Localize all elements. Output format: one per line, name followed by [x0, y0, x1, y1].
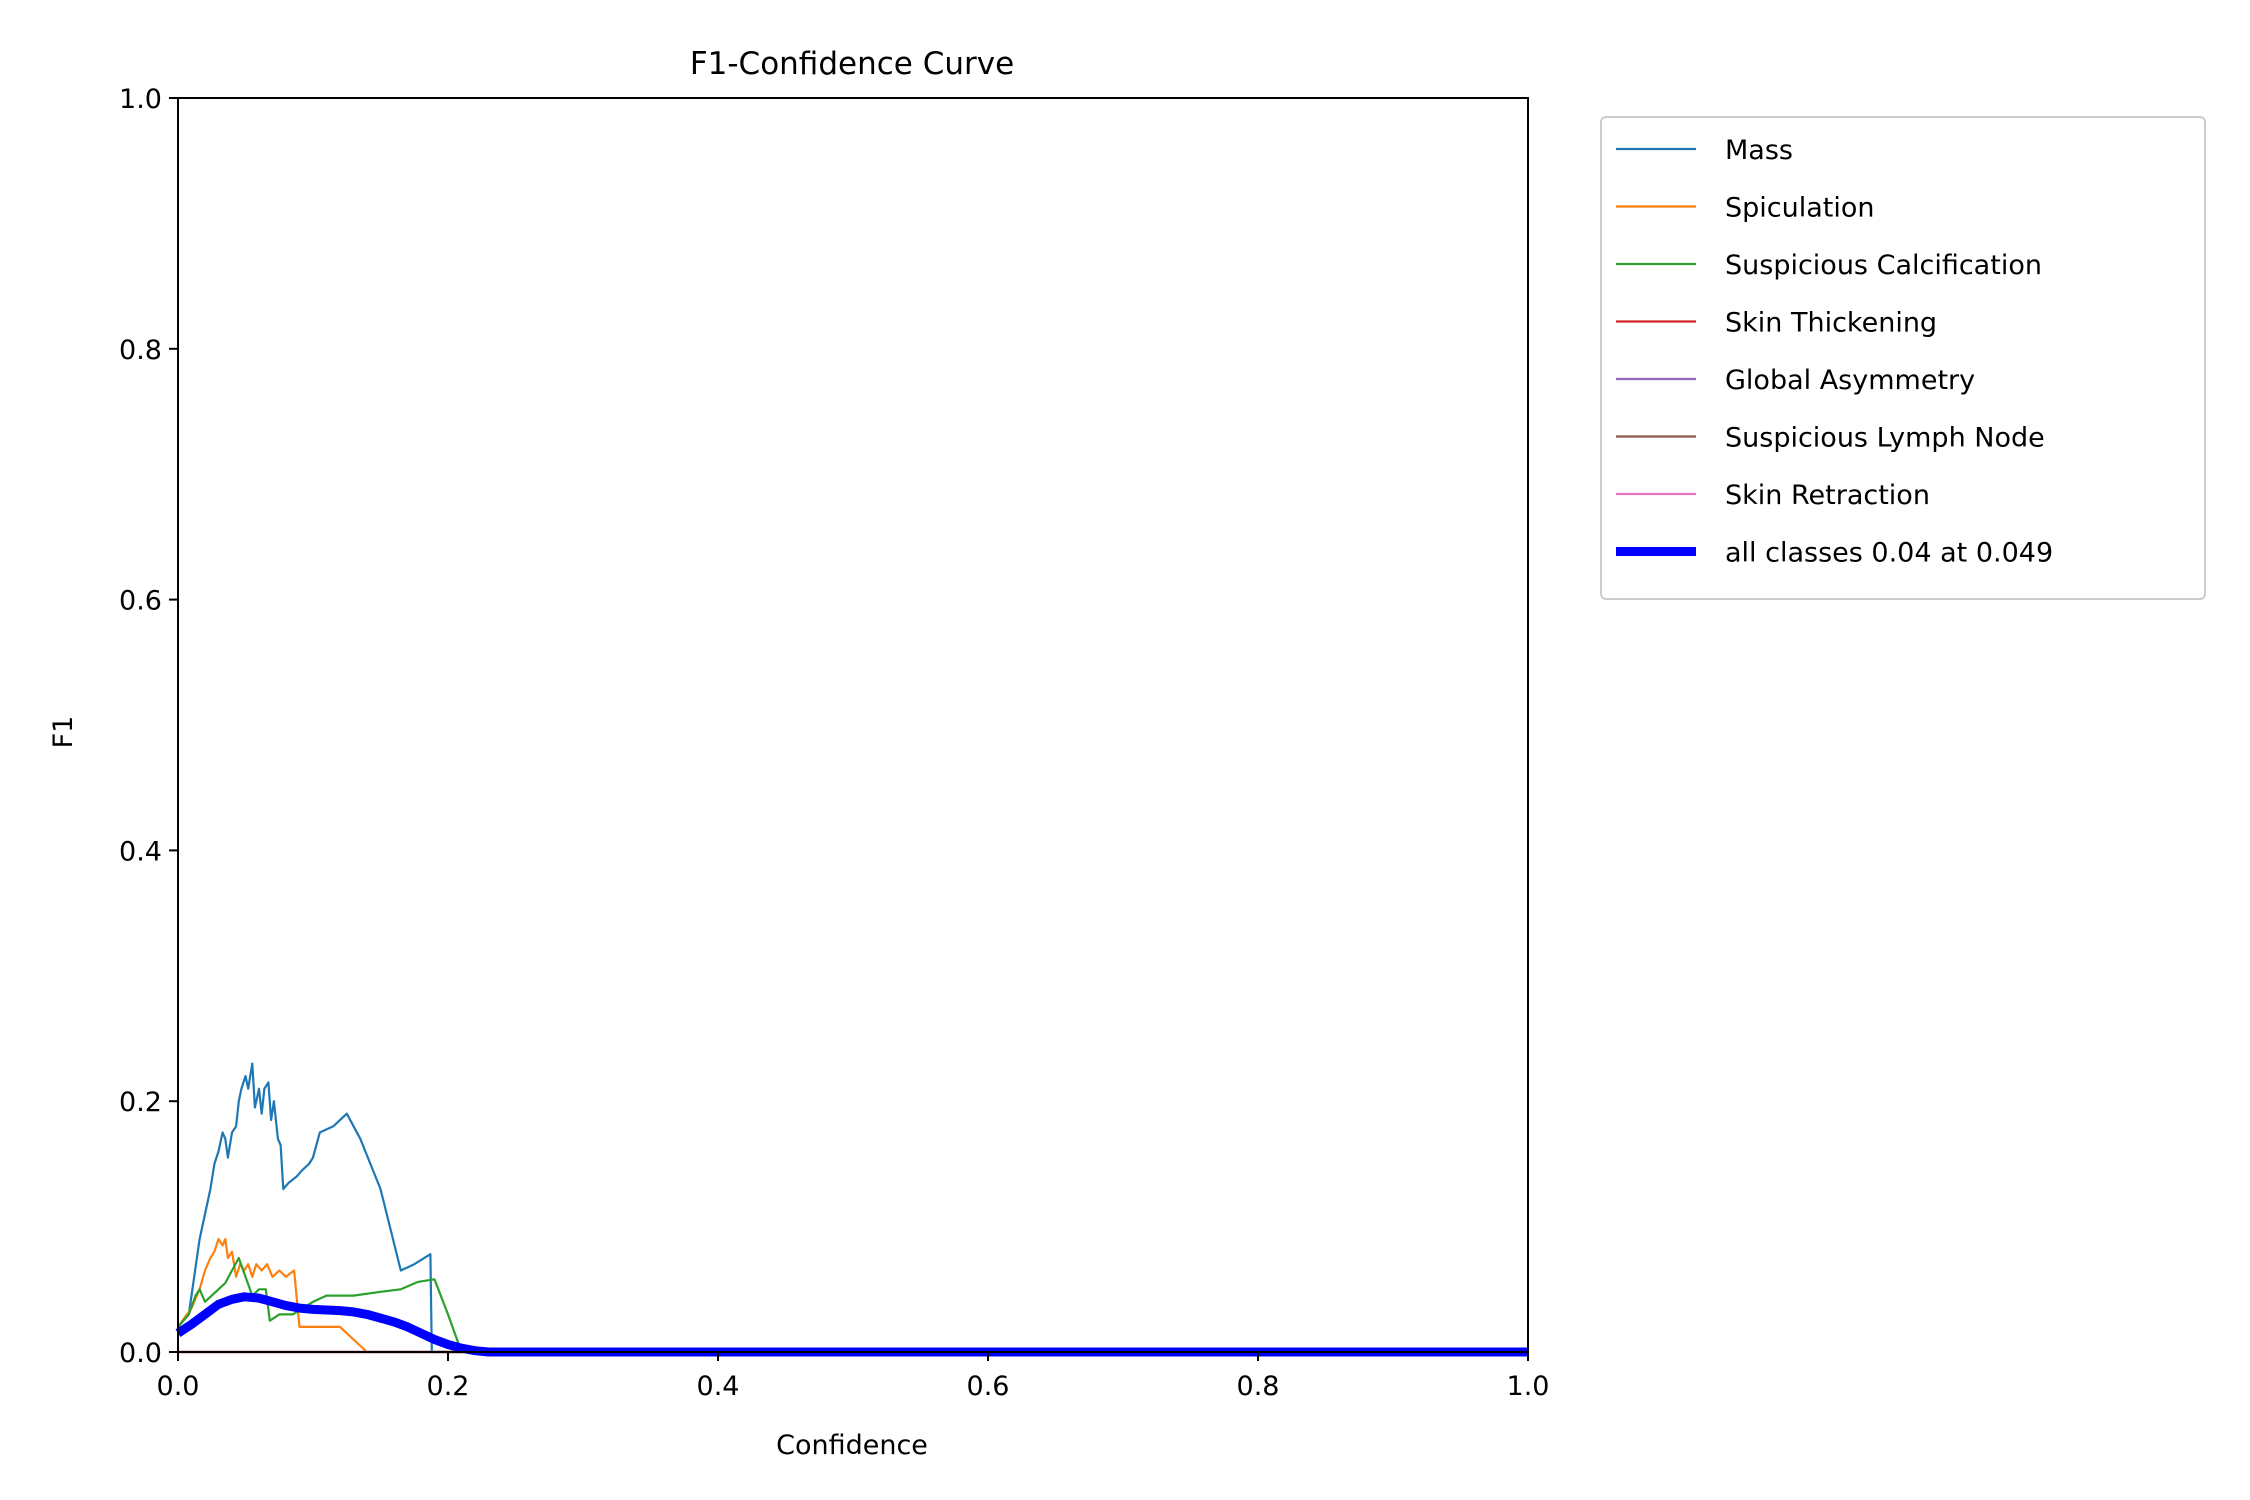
legend-label-1: Spiculation [1725, 193, 1875, 224]
legend-label-4: Global Asymmetry [1725, 365, 1975, 396]
x-tick-label: 0.0 [157, 1371, 200, 1402]
legend-label-5: Suspicious Lymph Node [1725, 423, 2045, 454]
legend-label-0: Mass [1725, 135, 1793, 166]
x-tick-label: 0.8 [1237, 1371, 1280, 1402]
x-tick-label: 0.6 [967, 1371, 1010, 1402]
legend-label-2: Suspicious Calcification [1725, 250, 2042, 281]
legend-box [1600, 116, 2206, 600]
y-tick-label: 0.2 [119, 1087, 162, 1118]
x-tick-label: 0.2 [427, 1371, 470, 1402]
x-tick-label: 1.0 [1507, 1371, 1550, 1402]
axes-frame [177, 97, 1529, 1353]
series-line-2 [177, 1256, 1528, 1354]
y-axis-ticks: 0.0 0.2 0.4 0.6 0.8 1.0 [119, 84, 178, 1369]
legend: Mass Spiculation Suspicious Calcification S… [1600, 116, 2206, 600]
series-line-1 [177, 1238, 1528, 1354]
x-tick-label: 0.4 [697, 1371, 740, 1402]
y-tick-label: 1.0 [119, 84, 162, 115]
y-tick-label: 0.8 [119, 335, 162, 366]
legend-label-7: all classes 0.04 at 0.049 [1725, 538, 2053, 569]
y-tick-label: 0.0 [119, 1338, 162, 1369]
legend-label-6: Skin Retraction [1725, 480, 1930, 511]
legend-label-3: Skin Thickening [1725, 308, 1937, 339]
chart-title: F1-Confidence Curve [690, 46, 1014, 82]
y-tick-label: 0.6 [119, 586, 162, 617]
x-axis-ticks: 0.0 0.2 0.4 0.6 0.8 1.0 [157, 1352, 1550, 1402]
y-tick-label: 0.4 [119, 836, 162, 867]
y-axis-label: F1 [48, 716, 79, 749]
series-line-7 [175, 1292, 1528, 1357]
x-axis-label: Confidence [776, 1430, 928, 1461]
series-line-0 [177, 1062, 1528, 1354]
